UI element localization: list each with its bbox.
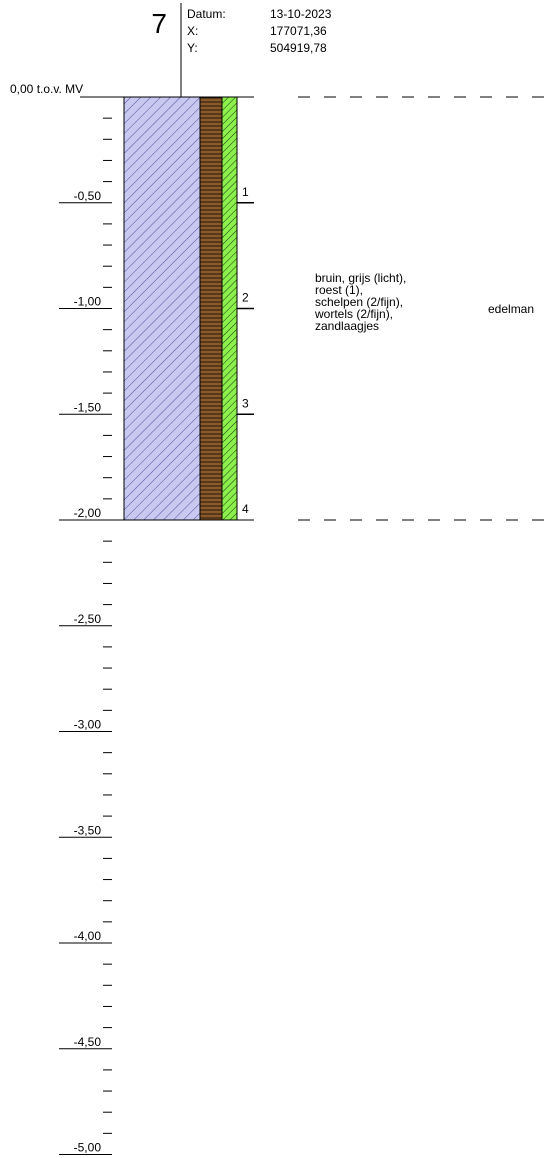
datum-value: 13-10-2023 bbox=[270, 7, 332, 21]
depth-tick-label: -0,50 bbox=[74, 189, 102, 203]
boring-number: 7 bbox=[151, 8, 167, 39]
depth-tick-label: -1,00 bbox=[74, 295, 102, 309]
sample-number: 1 bbox=[242, 185, 249, 199]
y-coordinate-value: 504919,78 bbox=[270, 41, 327, 55]
green-column-hatch bbox=[221, 96, 238, 521]
sample-number: 3 bbox=[242, 396, 249, 410]
soil-column-hatch bbox=[123, 96, 201, 521]
depth-axis: -0,50 -1,00 -1,50 -2,00 -2,50 -3,00 -3,50 -4,00… bbox=[59, 117, 254, 1155]
depth-tick-label: -4,50 bbox=[74, 1035, 102, 1049]
x-coordinate-label: X: bbox=[187, 24, 198, 38]
sample-number: 4 bbox=[242, 502, 249, 516]
depth-tick-label: -1,50 bbox=[74, 400, 102, 414]
description-line: schelpen (2/fijn), bbox=[315, 295, 403, 309]
surface-level-label: 0,00 t.o.v. MV bbox=[10, 82, 83, 96]
x-coordinate-value: 177071,36 bbox=[270, 24, 327, 38]
description-line: wortels (2/fijn), bbox=[314, 307, 393, 321]
depth-tick-label: -2,00 bbox=[74, 506, 102, 520]
y-coordinate-label: Y: bbox=[187, 41, 198, 55]
depth-tick-label: -5,00 bbox=[74, 1141, 102, 1155]
method-label: edelman bbox=[488, 302, 534, 316]
datum-label: Datum: bbox=[187, 7, 226, 21]
depth-tick-label: -3,00 bbox=[74, 718, 102, 732]
depth-tick-label: -3,50 bbox=[74, 823, 102, 837]
sample-number: 2 bbox=[242, 291, 249, 305]
description-line: bruin, grijs (licht), bbox=[315, 271, 406, 285]
description-line: zandlaagjes bbox=[315, 319, 379, 333]
sample-markers: 1 2 3 4 bbox=[237, 185, 254, 516]
layer-description: bruin, grijs (licht), roest (1), schelpe… bbox=[314, 271, 410, 333]
depth-tick-label: -4,00 bbox=[74, 929, 102, 943]
depth-tick-label: -2,50 bbox=[74, 612, 102, 626]
organic-column-hatch bbox=[199, 96, 223, 521]
description-line: roest (1), bbox=[315, 283, 363, 297]
